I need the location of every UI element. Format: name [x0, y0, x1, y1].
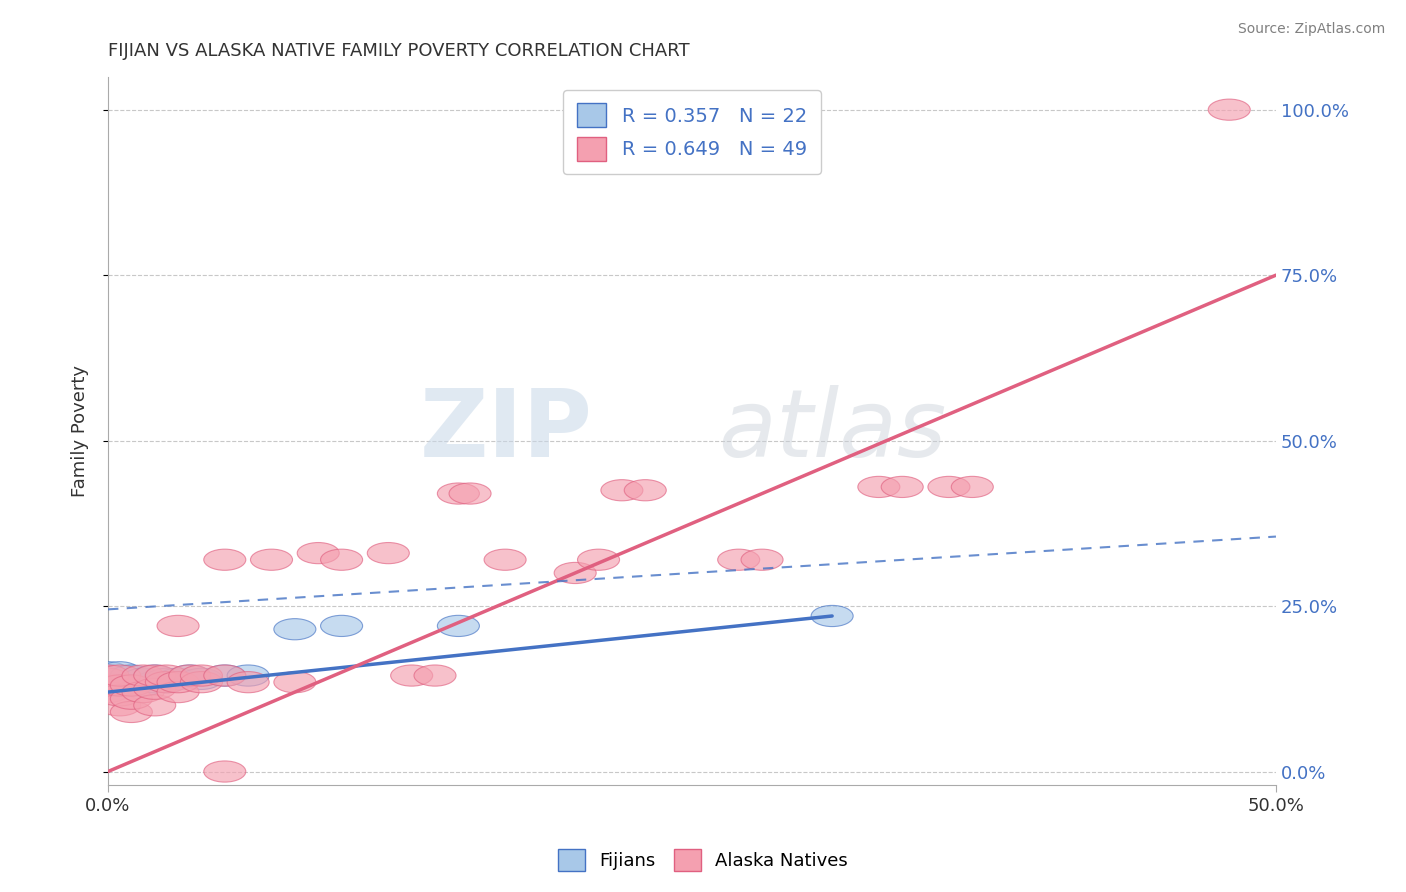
Legend: Fijians, Alaska Natives: Fijians, Alaska Natives — [551, 842, 855, 879]
Ellipse shape — [437, 615, 479, 637]
Ellipse shape — [228, 665, 269, 686]
Text: FIJIAN VS ALASKA NATIVE FAMILY POVERTY CORRELATION CHART: FIJIAN VS ALASKA NATIVE FAMILY POVERTY C… — [108, 42, 689, 60]
Ellipse shape — [204, 665, 246, 686]
Y-axis label: Family Poverty: Family Poverty — [72, 365, 89, 497]
Ellipse shape — [98, 695, 141, 716]
Ellipse shape — [157, 615, 200, 637]
Ellipse shape — [741, 549, 783, 570]
Ellipse shape — [122, 665, 165, 686]
Ellipse shape — [484, 549, 526, 570]
Ellipse shape — [717, 549, 759, 570]
Ellipse shape — [87, 665, 129, 686]
Ellipse shape — [87, 668, 129, 690]
Ellipse shape — [228, 672, 269, 693]
Ellipse shape — [297, 542, 339, 564]
Ellipse shape — [180, 672, 222, 693]
Ellipse shape — [122, 668, 165, 690]
Ellipse shape — [274, 619, 316, 640]
Ellipse shape — [321, 615, 363, 637]
Ellipse shape — [134, 695, 176, 716]
Text: Source: ZipAtlas.com: Source: ZipAtlas.com — [1237, 22, 1385, 37]
Ellipse shape — [554, 562, 596, 583]
Ellipse shape — [134, 665, 176, 686]
Ellipse shape — [180, 665, 222, 686]
Ellipse shape — [110, 675, 152, 696]
Text: ZIP: ZIP — [420, 384, 593, 476]
Ellipse shape — [600, 480, 643, 500]
Ellipse shape — [98, 685, 141, 706]
Ellipse shape — [624, 480, 666, 500]
Ellipse shape — [145, 672, 187, 693]
Ellipse shape — [110, 665, 152, 686]
Ellipse shape — [204, 549, 246, 570]
Ellipse shape — [578, 549, 620, 570]
Ellipse shape — [145, 665, 187, 686]
Ellipse shape — [87, 668, 129, 690]
Ellipse shape — [87, 665, 129, 686]
Ellipse shape — [87, 662, 129, 683]
Ellipse shape — [98, 675, 141, 696]
Text: atlas: atlas — [718, 385, 946, 476]
Ellipse shape — [98, 675, 141, 696]
Ellipse shape — [98, 662, 141, 683]
Ellipse shape — [157, 681, 200, 703]
Ellipse shape — [122, 681, 165, 703]
Ellipse shape — [110, 675, 152, 696]
Ellipse shape — [110, 701, 152, 723]
Ellipse shape — [169, 665, 211, 686]
Ellipse shape — [122, 675, 165, 696]
Ellipse shape — [250, 549, 292, 570]
Ellipse shape — [110, 688, 152, 709]
Ellipse shape — [134, 672, 176, 693]
Ellipse shape — [437, 483, 479, 504]
Ellipse shape — [952, 476, 993, 498]
Ellipse shape — [204, 761, 246, 782]
Ellipse shape — [180, 668, 222, 690]
Ellipse shape — [157, 668, 200, 690]
Ellipse shape — [1208, 99, 1250, 120]
Ellipse shape — [449, 483, 491, 504]
Ellipse shape — [811, 606, 853, 626]
Ellipse shape — [391, 665, 433, 686]
Ellipse shape — [145, 672, 187, 693]
Ellipse shape — [321, 549, 363, 570]
Ellipse shape — [98, 665, 141, 686]
Ellipse shape — [134, 665, 176, 686]
Ellipse shape — [145, 668, 187, 690]
Ellipse shape — [134, 678, 176, 699]
Legend: R = 0.357   N = 22, R = 0.649   N = 49: R = 0.357 N = 22, R = 0.649 N = 49 — [564, 90, 821, 174]
Ellipse shape — [274, 672, 316, 693]
Ellipse shape — [87, 681, 129, 703]
Ellipse shape — [204, 665, 246, 686]
Ellipse shape — [882, 476, 924, 498]
Ellipse shape — [157, 672, 200, 693]
Ellipse shape — [169, 665, 211, 686]
Ellipse shape — [928, 476, 970, 498]
Ellipse shape — [858, 476, 900, 498]
Ellipse shape — [413, 665, 456, 686]
Ellipse shape — [367, 542, 409, 564]
Ellipse shape — [87, 675, 129, 696]
